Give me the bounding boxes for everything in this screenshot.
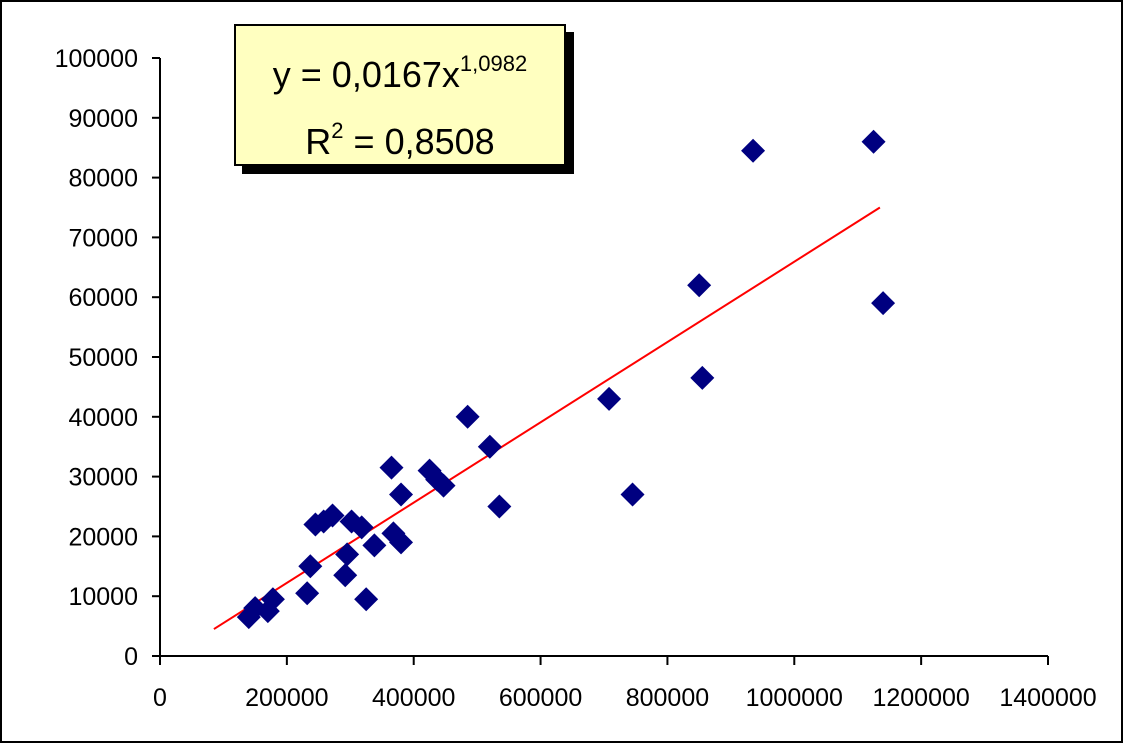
data-point <box>431 473 456 498</box>
data-point <box>871 291 896 316</box>
data-point <box>362 533 387 558</box>
trendline-group <box>213 206 881 630</box>
equation-text: y = 0,0167x <box>272 54 460 95</box>
data-point <box>349 515 374 540</box>
data-point <box>477 434 502 459</box>
equation-exponent: 1,0982 <box>459 51 528 76</box>
trendline-equation-box: y = 0,0167x1,0982 R2 = 0,8508 <box>234 24 566 166</box>
equation-line: y = 0,0167x1,0982 <box>236 42 564 97</box>
x-tick-label: 0 <box>153 684 167 712</box>
y-tick-label: 50000 <box>68 344 138 372</box>
data-point <box>597 386 622 411</box>
data-point <box>298 554 323 579</box>
y-tick-label: 60000 <box>68 284 138 312</box>
r-squared-power: 2 <box>331 118 344 143</box>
data-point <box>455 404 480 429</box>
data-point <box>389 482 414 507</box>
r-squared-symbol: R <box>305 121 332 162</box>
trendline <box>213 206 881 630</box>
data-point <box>260 587 285 612</box>
y-tick-label: 100000 <box>55 45 138 73</box>
x-tick-label: 200000 <box>245 684 328 712</box>
y-tick-label: 0 <box>124 643 138 671</box>
data-points <box>236 129 896 630</box>
data-point <box>487 494 512 519</box>
data-point <box>379 455 404 480</box>
y-tick-label: 90000 <box>68 105 138 133</box>
x-tick-label: 400000 <box>372 684 455 712</box>
data-point <box>741 138 766 163</box>
x-tick-label: 600000 <box>499 684 582 712</box>
data-point <box>354 587 379 612</box>
y-tick-label: 20000 <box>68 523 138 551</box>
x-tick-label: 1000000 <box>746 684 843 712</box>
data-point <box>620 482 645 507</box>
data-point <box>320 503 345 528</box>
x-tick-label: 800000 <box>626 684 709 712</box>
data-point <box>690 365 715 390</box>
y-tick-label: 30000 <box>68 464 138 492</box>
y-tick-label: 80000 <box>68 165 138 193</box>
data-point <box>861 129 886 154</box>
data-point <box>687 273 712 298</box>
y-tick-label: 70000 <box>68 224 138 252</box>
tick-labels: 0 10000 20000 30000 40000 50000 60000 70000 8000… <box>55 45 1097 712</box>
data-point <box>333 563 358 588</box>
data-point <box>389 530 414 555</box>
data-point <box>335 542 360 567</box>
data-point <box>295 581 320 606</box>
y-tick-label: 10000 <box>68 583 138 611</box>
y-tick-label: 40000 <box>68 404 138 432</box>
r-squared-line: R2 = 0,8508 <box>236 109 564 164</box>
x-tick-label: 1200000 <box>872 684 969 712</box>
x-tick-label: 1400000 <box>999 684 1096 712</box>
axes <box>152 57 1049 665</box>
r-squared-value: = 0,8508 <box>343 121 495 162</box>
